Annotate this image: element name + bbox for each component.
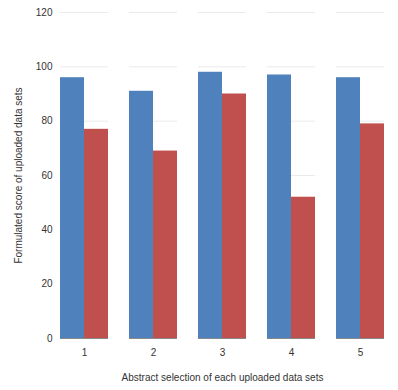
svg-text:1: 1 xyxy=(82,347,88,358)
svg-text:2: 2 xyxy=(151,347,157,358)
svg-text:40: 40 xyxy=(41,224,53,235)
svg-text:120: 120 xyxy=(36,7,53,18)
svg-text:80: 80 xyxy=(41,115,53,126)
svg-text:0: 0 xyxy=(47,333,53,344)
svg-text:20: 20 xyxy=(41,278,53,289)
svg-text:60: 60 xyxy=(41,170,53,181)
svg-text:3: 3 xyxy=(220,347,226,358)
svg-text:5: 5 xyxy=(358,347,364,358)
svg-text:100: 100 xyxy=(36,61,53,72)
svg-text:Abstract selection of each upl: Abstract selection of each uploaded data… xyxy=(122,372,324,383)
svg-text:4: 4 xyxy=(289,347,295,358)
svg-text:Formulated score of uploaded d: Formulated score of uploaded data sets xyxy=(13,87,24,263)
